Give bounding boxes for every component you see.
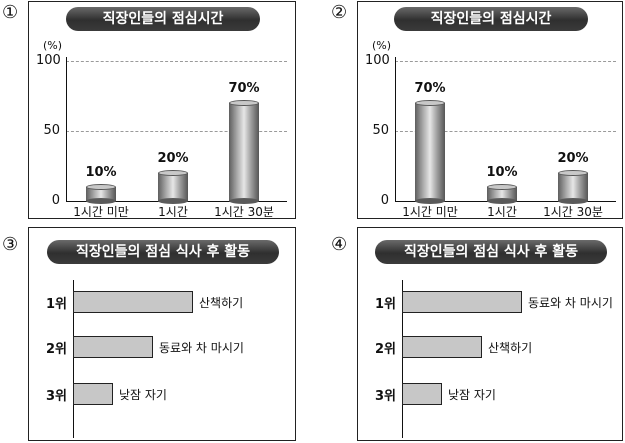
y-tick-label: 50	[43, 123, 60, 138]
x-tick-label: 1시간	[487, 205, 517, 219]
chart-panel-1: 직장인들의 점심시간 (%) 0 50 100 10% 1시간 미만 20% 1시간 70% 1…	[28, 1, 296, 219]
bar	[402, 336, 482, 358]
chart-title: 직장인들의 점심시간	[66, 7, 260, 31]
chart-title: 직장인들의 점심 식사 후 활동	[375, 240, 607, 264]
y-axis	[395, 57, 396, 201]
bar-label: 낮잠 자기	[119, 388, 167, 402]
x-tick-label: 1시간 30분	[543, 205, 603, 219]
bar-label: 낮잠 자기	[448, 388, 496, 402]
gridline	[66, 61, 287, 62]
rank-label: 1위	[46, 297, 68, 312]
bar	[558, 170, 588, 204]
x-tick-label: 1시간	[158, 205, 188, 219]
bar	[73, 383, 113, 405]
rank-label: 3위	[46, 389, 68, 404]
gridline	[395, 131, 616, 132]
gridline	[395, 61, 616, 62]
chart-panel-2: 직장인들의 점심시간 (%) 0 50 100 70% 1시간 미만 10% 1시간 20% 1…	[357, 1, 623, 219]
bar	[73, 336, 153, 358]
data-label: 20%	[157, 151, 189, 166]
rank-label: 1위	[375, 297, 397, 312]
option-marker-3: ③	[2, 234, 19, 255]
y-axis	[73, 280, 74, 438]
bar-label: 산책하기	[199, 296, 244, 310]
bar-label: 산책하기	[488, 341, 533, 355]
bar	[487, 184, 517, 204]
y-axis	[66, 57, 67, 201]
rank-label: 2위	[46, 342, 68, 357]
option-marker-4: ④	[331, 234, 348, 255]
option-marker-1: ①	[2, 2, 19, 23]
bar	[158, 170, 188, 204]
bar-label: 동료와 차 마시기	[159, 341, 244, 355]
bar-label: 동료와 차 마시기	[528, 296, 613, 310]
chart-title: 직장인들의 점심시간	[394, 7, 588, 31]
bar	[402, 383, 442, 405]
y-tick-label: 100	[36, 53, 61, 68]
x-tick-label: 1시간 30분	[214, 205, 274, 219]
data-label: 70%	[414, 81, 446, 96]
chart-title: 직장인들의 점심 식사 후 활동	[47, 240, 279, 264]
data-label: 10%	[486, 165, 518, 180]
rank-label: 2위	[375, 342, 397, 357]
bar	[415, 100, 445, 204]
bar	[86, 184, 116, 204]
y-axis-unit: (%)	[43, 39, 63, 52]
bar	[229, 100, 259, 204]
data-label: 10%	[85, 165, 117, 180]
chart-panel-3: 직장인들의 점심 식사 후 활동 1위 산책하기 2위 동료와 차 마시기 3위 낮잠 자…	[28, 227, 296, 441]
rank-label: 3위	[375, 389, 397, 404]
option-marker-2: ②	[331, 2, 348, 23]
y-tick-label: 50	[372, 123, 389, 138]
bar	[402, 291, 522, 313]
y-tick-label: 0	[51, 193, 60, 208]
data-label: 70%	[228, 81, 260, 96]
y-axis	[402, 280, 403, 438]
y-tick-label: 100	[365, 53, 390, 68]
chart-panel-4: 직장인들의 점심 식사 후 활동 1위 동료와 차 마시기 2위 산책하기 3위 낮잠 자…	[357, 227, 623, 441]
y-axis-unit: (%)	[372, 39, 392, 52]
x-tick-label: 1시간 미만	[402, 205, 458, 219]
bar	[73, 291, 193, 313]
y-tick-label: 0	[380, 193, 389, 208]
x-tick-label: 1시간 미만	[73, 205, 129, 219]
gridline	[66, 131, 287, 132]
data-label: 20%	[557, 151, 589, 166]
